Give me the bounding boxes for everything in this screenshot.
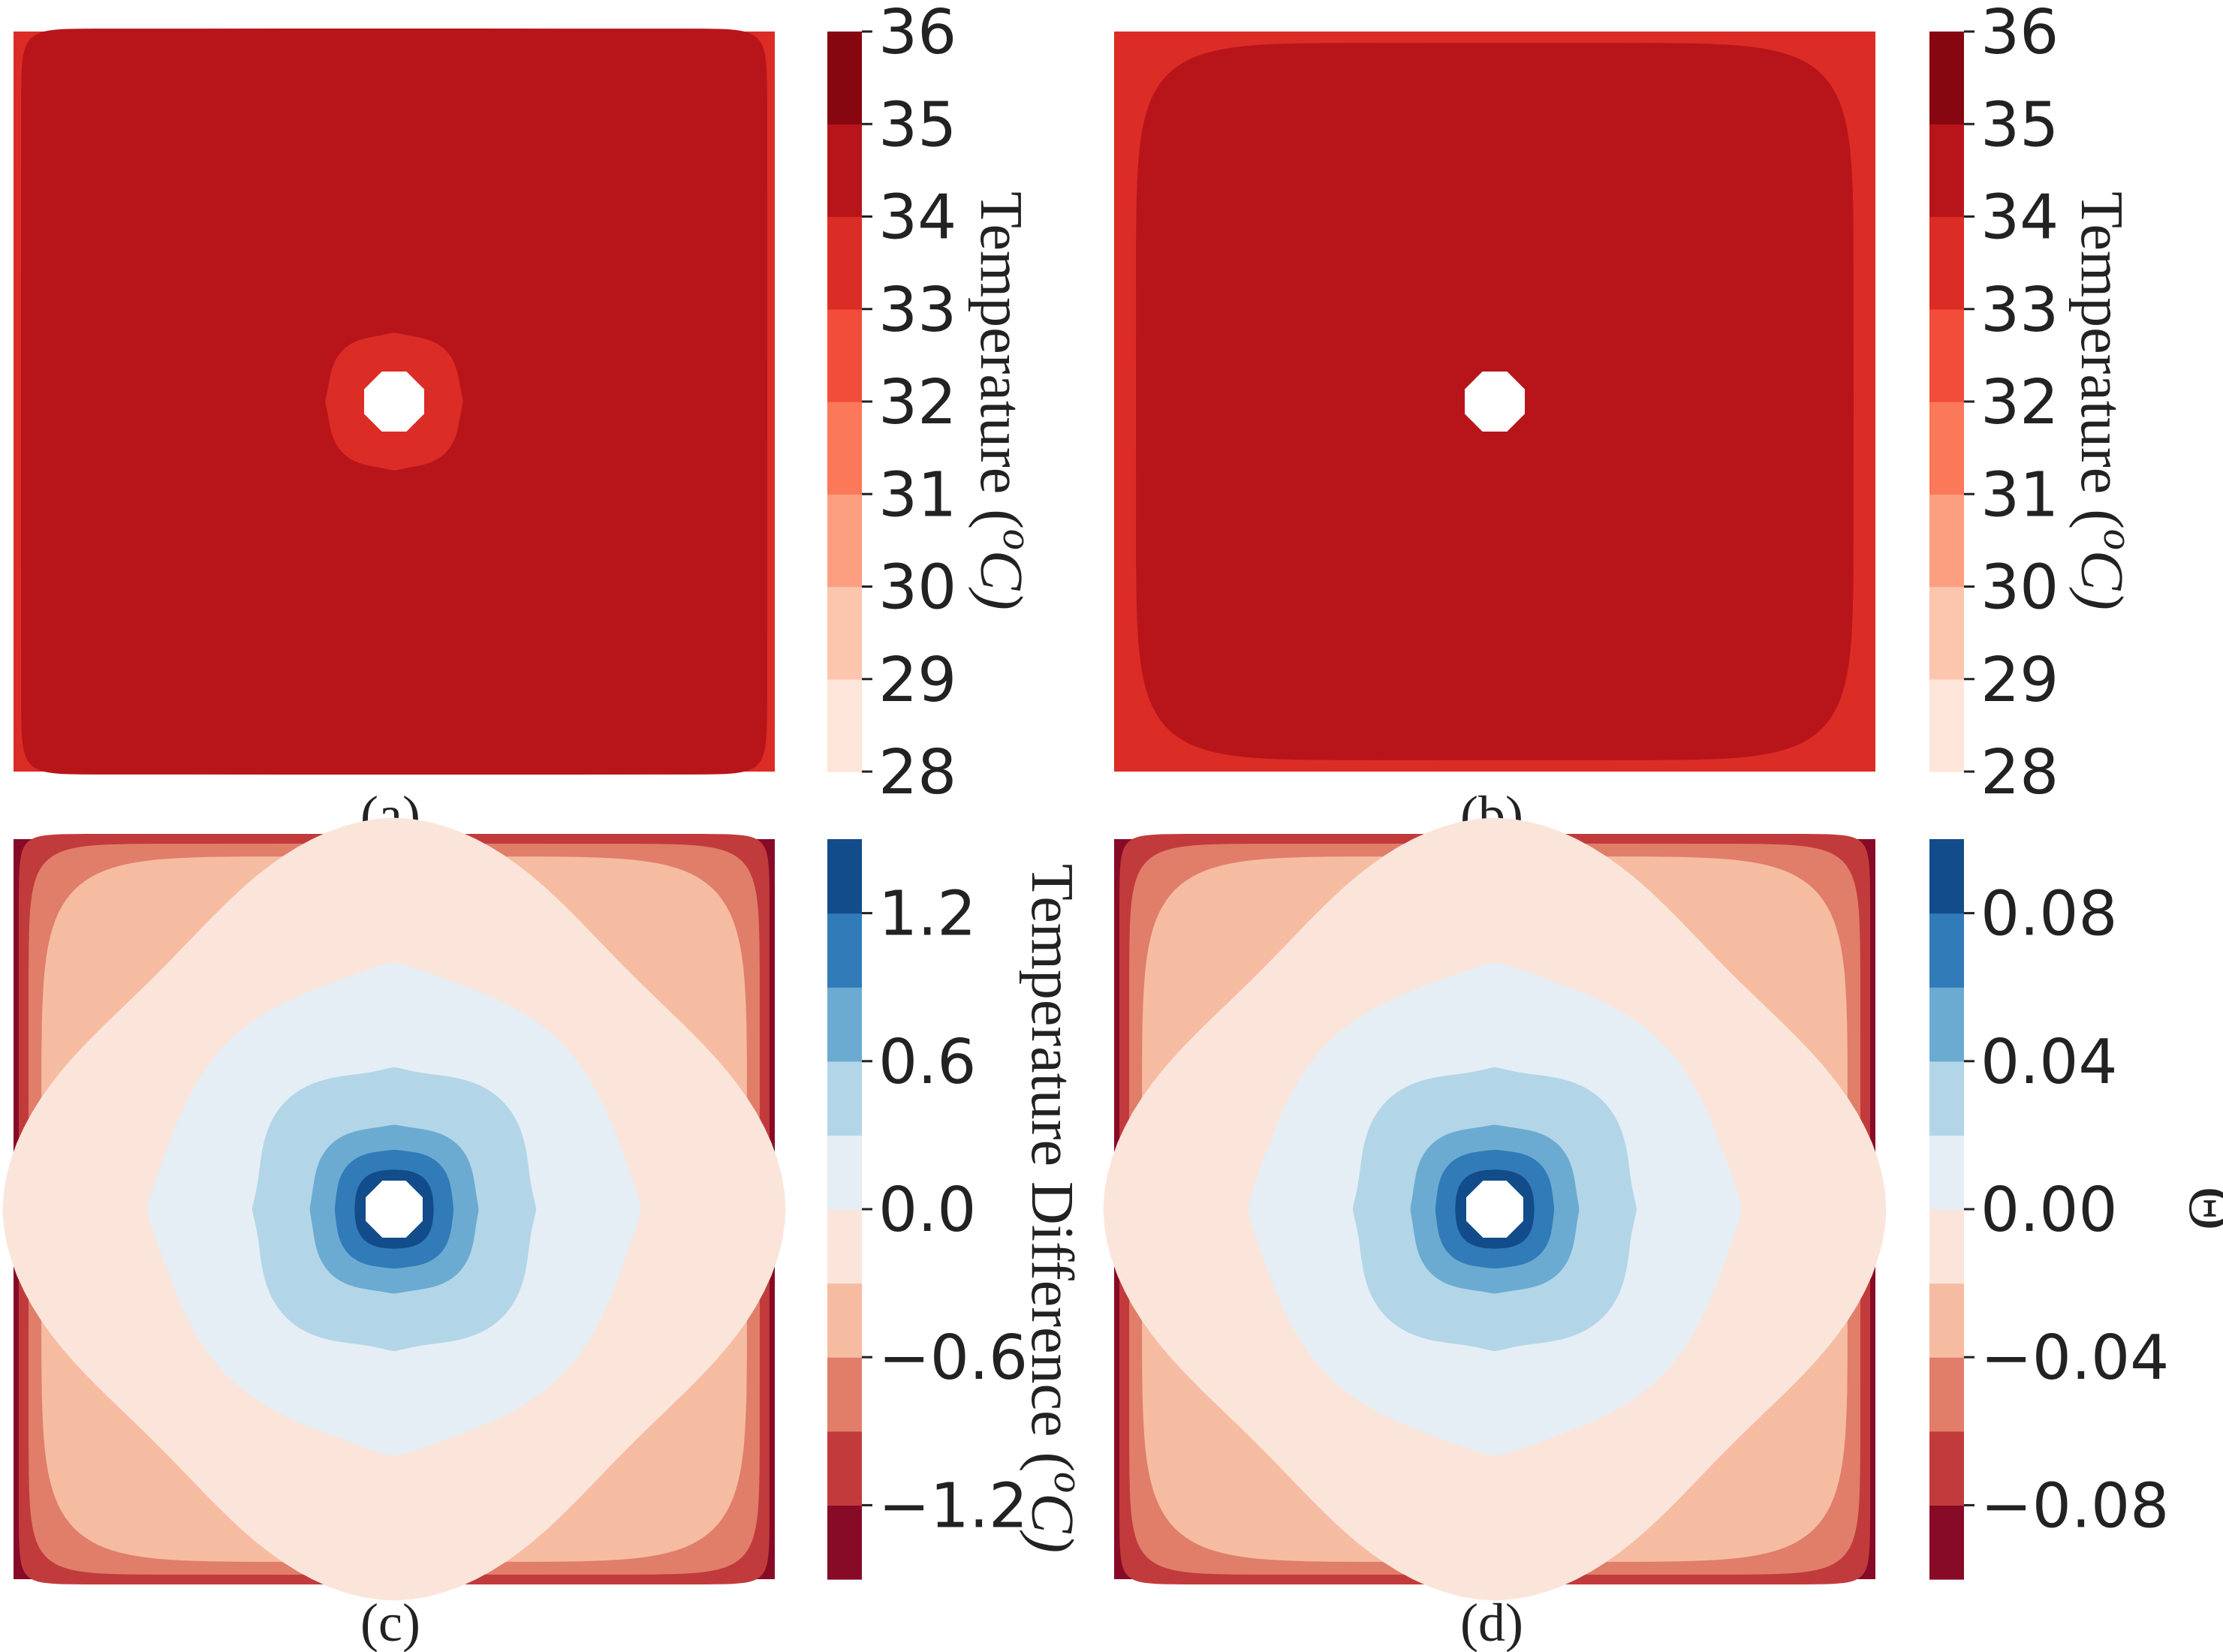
contour-plot bbox=[14, 29, 775, 775]
colorbar-tick-label: 29 bbox=[1981, 645, 2059, 716]
center-hole bbox=[364, 372, 424, 432]
colorbar-tick-label: 32 bbox=[1981, 367, 2059, 438]
colorbar-segment bbox=[1929, 1431, 1964, 1506]
colorbar-segment bbox=[1929, 1209, 1964, 1284]
colorbar-segment bbox=[827, 839, 862, 914]
colorbar-label: Temperature (oC) bbox=[2068, 191, 2141, 610]
colorbar-segment bbox=[827, 1209, 862, 1284]
colorbar-label-text: Temperature ( bbox=[968, 191, 1034, 529]
panel-d: −0.08 −0.04 0.00 0.04 0.08 Θ (d) bbox=[1103, 817, 2223, 1652]
colorbar-segment bbox=[1929, 494, 1964, 588]
colorbar-tick-label: −0.6 bbox=[878, 1323, 1028, 1394]
panel-label: (d) bbox=[1460, 1593, 1523, 1652]
colorbar-label-unit: C) bbox=[2068, 550, 2134, 610]
colorbar-tick-label: 28 bbox=[878, 737, 956, 808]
colorbar-segment bbox=[827, 913, 862, 988]
colorbar-tick-label: 0.08 bbox=[1981, 879, 2118, 950]
colorbar-segment bbox=[1929, 1283, 1964, 1358]
colorbar-tick-label: 0.00 bbox=[1981, 1175, 2118, 1246]
colorbar-tick-label: −1.2 bbox=[878, 1470, 1028, 1542]
colorbar-tick-label: 36 bbox=[878, 0, 956, 68]
colorbar-segment bbox=[1929, 987, 1964, 1062]
colorbar-tick-label: 30 bbox=[1981, 552, 2059, 624]
colorbar-segment bbox=[827, 1505, 862, 1580]
contour-plot bbox=[2, 817, 786, 1601]
colorbar-tick-label: 31 bbox=[878, 459, 956, 531]
colorbar-tick-label: 0.0 bbox=[878, 1175, 976, 1246]
colorbar-segment bbox=[1929, 1357, 1964, 1432]
colorbar-segment bbox=[827, 1283, 862, 1358]
panel-c: −1.2 −0.6 0.0 0.6 1.2 Temperature Difference … bbox=[2, 817, 1092, 1652]
colorbar-tick-label: 34 bbox=[1981, 182, 2059, 254]
colorbar-label-superscript: o bbox=[1045, 1472, 1092, 1493]
colorbar-tick-label: 30 bbox=[878, 552, 956, 624]
colorbar-segment bbox=[827, 216, 862, 310]
panel-label: (c) bbox=[360, 1593, 420, 1652]
colorbar-segment bbox=[1929, 679, 1964, 772]
contour-plot bbox=[1103, 817, 1887, 1601]
contour-plot bbox=[1114, 32, 1875, 772]
colorbar-segment bbox=[827, 124, 862, 218]
colorbar-tick-label: 0.6 bbox=[878, 1027, 976, 1098]
colorbar-label-text: Temperature ( bbox=[2068, 191, 2134, 529]
colorbar-tick-label: 31 bbox=[1981, 459, 2059, 531]
colorbar-segment bbox=[1929, 586, 1964, 680]
colorbar-tick-label: 36 bbox=[1981, 0, 2059, 68]
center-hole bbox=[1465, 372, 1525, 432]
colorbar-tick-label: −0.04 bbox=[1981, 1323, 2169, 1394]
colorbar-segment bbox=[1929, 32, 1964, 125]
colorbar-segment bbox=[1929, 913, 1964, 988]
colorbar-segment bbox=[827, 494, 862, 588]
colorbar-segment bbox=[1929, 124, 1964, 218]
colorbar-segment bbox=[827, 1061, 862, 1136]
colorbar-label: Temperature (oC) bbox=[968, 191, 1041, 610]
colorbar-segment bbox=[827, 308, 862, 402]
colorbar-label-unit: C) bbox=[968, 550, 1034, 610]
colorbar-segment bbox=[1929, 839, 1964, 914]
colorbar-tick-label: 35 bbox=[878, 89, 956, 161]
colorbar-tick-label: 1.2 bbox=[878, 879, 976, 950]
center-hole bbox=[1466, 1181, 1523, 1238]
colorbar-tick-label: 0.04 bbox=[1981, 1027, 2118, 1098]
colorbar-label-superscript: o bbox=[2095, 529, 2141, 550]
colorbar-segment bbox=[827, 32, 862, 125]
colorbar-tick-label: −0.08 bbox=[1981, 1470, 2169, 1542]
colorbar-label-superscript: o bbox=[994, 529, 1041, 550]
colorbar-segment bbox=[827, 1431, 862, 1506]
colorbar-segment bbox=[827, 1357, 862, 1432]
colorbar-segment bbox=[1929, 216, 1964, 310]
colorbar-segment bbox=[1929, 308, 1964, 402]
center-hole bbox=[366, 1181, 423, 1238]
colorbar-segment bbox=[827, 679, 862, 772]
colorbar-tick-label: 34 bbox=[878, 182, 956, 254]
colorbar-tick-label: 35 bbox=[1981, 89, 2059, 161]
colorbar-label: Θ bbox=[2176, 1187, 2223, 1230]
colorbar-label: Temperature Difference (oC) bbox=[1019, 864, 1092, 1553]
colorbar-segment bbox=[1929, 1061, 1964, 1136]
colorbar-segment bbox=[827, 987, 862, 1062]
colorbar-tick-label: 33 bbox=[878, 275, 956, 346]
colorbar-label-text: Temperature Difference ( bbox=[1019, 864, 1085, 1472]
colorbar-tick-label: 33 bbox=[1981, 275, 2059, 346]
colorbar-segment bbox=[1929, 402, 1964, 495]
colorbar-segment bbox=[827, 586, 862, 680]
colorbar-tick-label: 32 bbox=[878, 367, 956, 438]
colorbar-label-unit: C) bbox=[1019, 1493, 1085, 1553]
colorbar-segment bbox=[1929, 1505, 1964, 1580]
colorbar-segment bbox=[827, 1135, 862, 1210]
colorbar-tick-label: 28 bbox=[1981, 737, 2059, 808]
colorbar-segment bbox=[1929, 1135, 1964, 1210]
colorbar-segment bbox=[827, 402, 862, 495]
colorbar-tick-label: 29 bbox=[878, 645, 956, 716]
